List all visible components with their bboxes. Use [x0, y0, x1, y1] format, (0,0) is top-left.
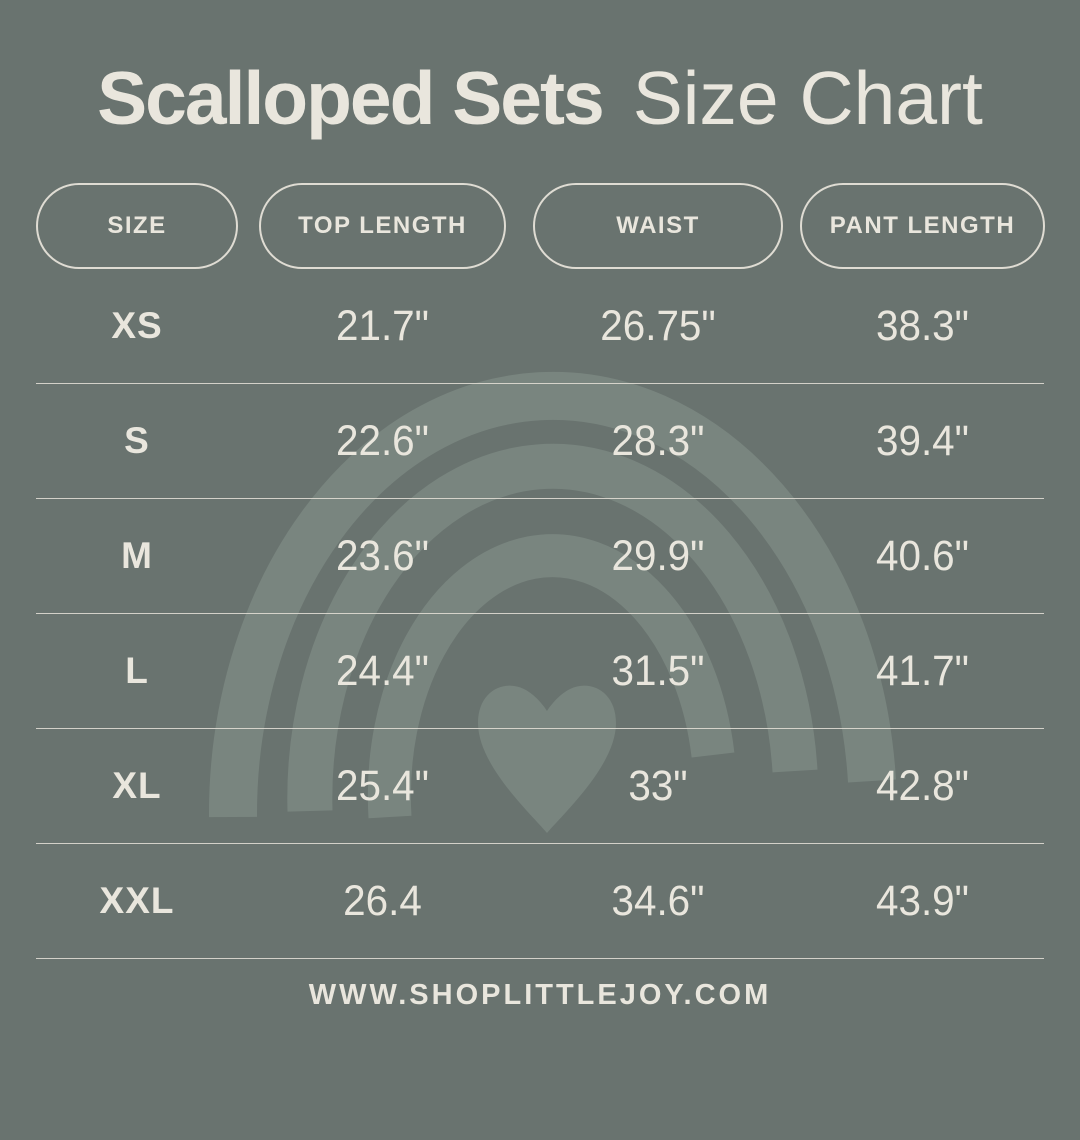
header-pill-top-length: TOP LENGTH	[259, 183, 506, 270]
page-title: Scalloped Sets Size Chart	[0, 55, 1080, 141]
pant-length-value: 40.6"	[875, 531, 970, 580]
table-row-l: L 24.4" 31.5" 41.7"	[36, 614, 1044, 730]
page-title-suffix: Size Chart	[632, 56, 983, 140]
size-label: XXL	[99, 880, 175, 922]
header-pill-waist: WAIST	[533, 183, 783, 270]
header-pill-pant-length: PANT LENGTH	[800, 183, 1045, 270]
page-title-product: Scalloped Sets	[97, 56, 605, 140]
top-length-value: 26.4	[343, 876, 422, 925]
pant-length-value: 42.8"	[875, 761, 970, 810]
waist-value: 33"	[628, 761, 688, 810]
waist-value: 34.6"	[611, 876, 705, 925]
size-label: XS	[111, 305, 163, 347]
top-length-value: 25.4"	[335, 761, 430, 810]
top-length-value: 22.6"	[335, 416, 430, 465]
table-header-row: SIZE TOP LENGTH WAIST PANT LENGTH	[36, 183, 1045, 270]
website-url: WWW.SHOPLITTLEJOY.COM	[308, 979, 772, 1012]
table-row-s: S 22.6" 28.3" 39.4"	[36, 384, 1044, 500]
size-label: XL	[112, 765, 162, 807]
top-length-value: 23.6"	[335, 531, 430, 580]
table-row-xxl: XXL 26.4 34.6" 43.9"	[36, 844, 1044, 960]
pant-length-value: 38.3"	[875, 301, 970, 350]
table-row-m: M 23.6" 29.9" 40.6"	[36, 499, 1044, 615]
waist-value: 26.75"	[600, 301, 716, 350]
waist-value: 31.5"	[611, 646, 705, 695]
size-label: L	[125, 650, 149, 692]
size-label: M	[121, 535, 153, 577]
size-label: S	[124, 420, 150, 462]
waist-value: 28.3"	[611, 416, 705, 465]
waist-value: 29.9"	[611, 531, 705, 580]
pant-length-value: 43.9"	[875, 876, 970, 925]
table-row-xl: XL 25.4" 33" 42.8"	[36, 729, 1044, 845]
top-length-value: 21.7"	[335, 301, 430, 350]
pant-length-value: 39.4"	[875, 416, 970, 465]
pant-length-value: 41.7"	[875, 646, 970, 695]
header-pill-size: SIZE	[36, 183, 238, 270]
top-length-value: 24.4"	[335, 646, 430, 695]
table-row-xs: XS 21.7" 26.75" 38.3"	[36, 269, 1044, 385]
size-table: XS 21.7" 26.75" 38.3" S 22.6" 28.3" 39.4…	[36, 269, 1044, 960]
